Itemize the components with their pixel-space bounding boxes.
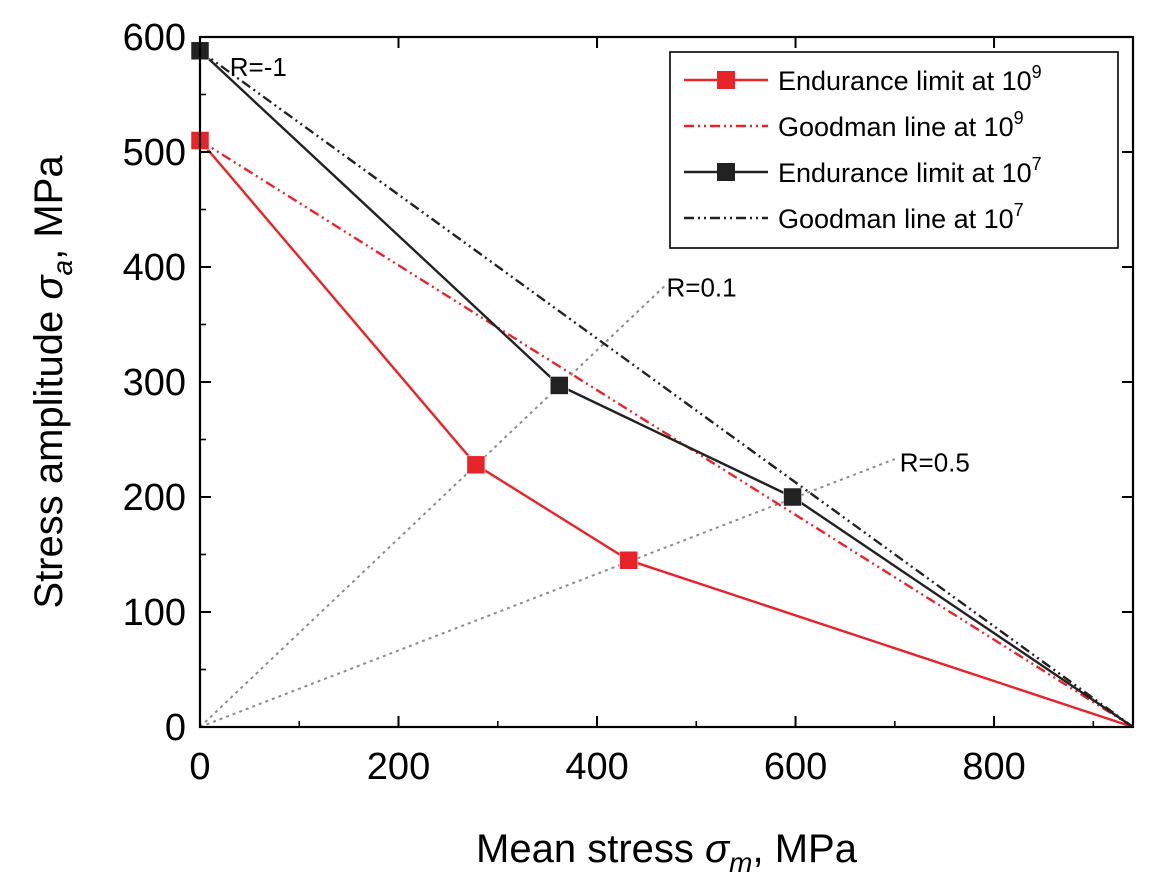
y-tick-label-500: 500: [123, 132, 186, 174]
y-tick-label-100: 100: [123, 592, 186, 634]
series-0-marker-2: [619, 551, 639, 570]
series-2-marker-2: [783, 487, 802, 507]
legend: Endurance limit at 109 Goodman line at 10…: [669, 51, 1119, 249]
x-axis-title: Mean stress σm, MPa: [476, 827, 858, 878]
axis-titles: Mean stress σm, MPa Stress amplitude σa, …: [27, 155, 858, 878]
legend-marker-0: [717, 71, 735, 89]
ref-line-r-0-1: [199, 283, 668, 728]
x-tick-label-400: 400: [565, 746, 628, 788]
x-tick-label-800: 800: [962, 746, 1025, 788]
x-tick-label-0: 0: [189, 746, 210, 788]
series-0-marker-1: [466, 455, 486, 475]
series-line-1: [199, 139, 1134, 729]
ticks: 0 200 400 600 800 0 100 200 300 400 500 600: [123, 17, 1133, 788]
legend-box: [669, 51, 1119, 249]
y-tick-label-300: 300: [123, 362, 186, 404]
legend-label-1: Goodman line at 109: [778, 108, 1024, 142]
series-line-2: [199, 49, 1134, 728]
y-axis-title: Stress amplitude σa, MPa: [27, 155, 78, 609]
legend-label-0: Endurance limit at 109: [778, 62, 1042, 96]
y-tick-label-400: 400: [123, 247, 186, 289]
annotations: R=-1 R=0.1 R=0.5: [230, 52, 970, 478]
series-line-0: [199, 139, 1134, 729]
legend-label-2: Endurance limit at 107: [778, 154, 1042, 188]
x-tick-label-200: 200: [367, 746, 430, 788]
y-tick-label-200: 200: [123, 477, 186, 519]
legend-marker-2: [717, 163, 735, 181]
plot-lines: [190, 41, 1134, 729]
x-tick-label-600: 600: [764, 746, 827, 788]
y-tick-label-600: 600: [123, 17, 186, 59]
ref-line-r-0-5: [199, 458, 896, 728]
series-line-3: [199, 49, 1134, 728]
legend-label-3: Goodman line at 107: [778, 200, 1024, 234]
annotation-r-0-5: R=0.5: [900, 448, 970, 478]
annotation-r-0-1: R=0.1: [667, 273, 737, 303]
series-2-marker-1: [550, 376, 569, 395]
y-tick-label-0: 0: [165, 707, 186, 749]
annotation-r-1: R=-1: [230, 52, 287, 82]
